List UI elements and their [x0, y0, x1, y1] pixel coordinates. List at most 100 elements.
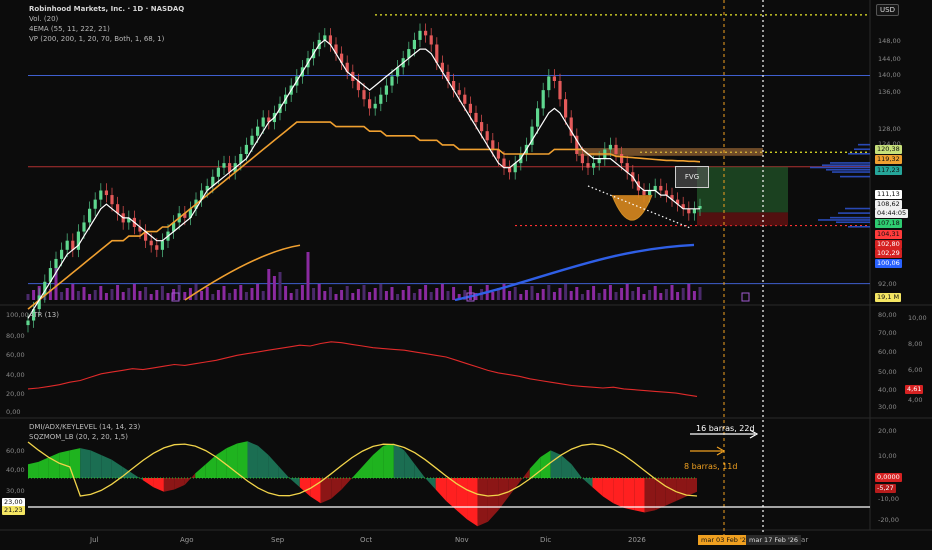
candle-body: [452, 81, 456, 91]
volume-bar: [664, 289, 668, 300]
bars-8-label: 8 barras, 11d: [684, 462, 738, 471]
volume-bar: [379, 284, 383, 300]
volume-bar: [536, 293, 540, 300]
volume-bar: [373, 288, 377, 300]
volume-bar: [670, 285, 674, 300]
candle-body: [116, 204, 120, 214]
candle-body: [597, 158, 601, 164]
date-box-2: mar 17 Feb '26: [746, 535, 802, 545]
momentum-area: [508, 478, 520, 497]
candle-body: [205, 185, 209, 191]
volume-bar: [401, 290, 405, 300]
earnings-marker: [741, 292, 750, 302]
candle-body: [659, 185, 663, 191]
indicator-label-vp[interactable]: VP (200, 200, 1, 20, 70, Both, 1, 68, 1): [29, 35, 165, 43]
volume-bar: [681, 288, 685, 300]
price-tick: 128,00: [878, 125, 901, 133]
candle-body: [480, 122, 484, 132]
indicator-label-vol[interactable]: Vol. (20): [29, 15, 59, 23]
volume-bar: [698, 287, 702, 300]
candle-body: [541, 90, 545, 109]
volume-bar: [463, 290, 467, 300]
volume-bar: [368, 292, 372, 300]
volume-bar: [351, 293, 355, 300]
momentum-area: [69, 448, 81, 478]
volume-profile-bar: [845, 207, 870, 210]
volume-bar: [524, 290, 528, 300]
dmi-left-tick: 60,00: [6, 447, 25, 455]
volume-bar: [116, 285, 120, 300]
volume-bar: [256, 284, 260, 300]
volume-bar: [642, 294, 646, 300]
volume-bar: [356, 289, 360, 300]
volume-bar: [334, 294, 338, 300]
candle-body: [664, 190, 668, 196]
volume-bar: [412, 293, 416, 300]
currency-button[interactable]: USD: [876, 4, 899, 16]
candle-body: [43, 281, 47, 296]
momentum-area: [101, 455, 112, 478]
candle-body: [379, 94, 383, 104]
volume-bar: [564, 284, 568, 300]
atr-line: [27, 341, 698, 397]
volume-bar: [547, 285, 551, 300]
momentum-area: [571, 464, 583, 478]
momentum-area: [320, 478, 332, 504]
momentum-area: [226, 443, 238, 478]
ema-blue-line: [454, 243, 695, 302]
time-axis-label: Mar: [795, 536, 809, 544]
volume-bar: [183, 292, 187, 300]
candle-body: [536, 108, 540, 127]
price-tick: 92,00: [878, 280, 897, 288]
volume-bar: [149, 294, 153, 300]
candle-body: [334, 44, 338, 54]
atr-mid-tick: 30,00: [878, 403, 897, 411]
candle-body: [502, 158, 506, 168]
atr-right-tick: 4,00: [908, 396, 923, 404]
volume-bar: [48, 289, 52, 300]
price-badge: 119,32: [875, 155, 902, 164]
volume-bar: [88, 294, 92, 300]
candle-body: [547, 76, 551, 91]
momentum-area: [289, 478, 300, 488]
atr-left-tick: 20,00: [6, 390, 25, 398]
momentum-area: [80, 448, 91, 478]
momentum-area: [477, 478, 488, 527]
volume-bar: [54, 261, 58, 300]
momentum-area: [676, 478, 687, 501]
volume-bar: [289, 293, 293, 300]
candle-body: [362, 90, 366, 100]
candle-body: [676, 199, 680, 205]
candle-body: [200, 190, 204, 200]
momentum-area: [268, 455, 279, 478]
volume-bar: [76, 291, 80, 300]
candle-body: [575, 135, 579, 154]
candle-body: [250, 135, 254, 145]
momentum-area: [163, 478, 175, 492]
stop-zone: [697, 212, 788, 226]
volume-bar: [424, 285, 428, 300]
volume-bar: [508, 291, 512, 300]
candle-body: [687, 208, 691, 214]
momentum-area: [111, 459, 123, 478]
atr-mid-tick: 60,00: [878, 348, 897, 356]
volume-profile-bar: [836, 221, 870, 224]
candle-body: [239, 154, 243, 164]
candle-body: [368, 99, 372, 109]
dmi-right-tick: -10,00: [878, 495, 899, 503]
candle-body: [65, 240, 69, 250]
indicator-label-ema[interactable]: 4EMA (55, 11, 222, 21): [29, 25, 110, 33]
atr-title: ATR (13): [29, 311, 59, 319]
fvg-label: FVG: [675, 166, 709, 188]
volume-bar: [452, 287, 456, 300]
candle-body: [485, 131, 489, 141]
volume-profile-bar: [858, 143, 870, 146]
volume-bar: [340, 290, 344, 300]
momentum-area: [582, 478, 593, 488]
ema-white-line: [27, 39, 700, 319]
price-badge: 107,18: [875, 219, 902, 228]
momentum-area: [278, 466, 290, 478]
volume-bar: [620, 288, 624, 300]
volume-bar: [104, 293, 108, 300]
